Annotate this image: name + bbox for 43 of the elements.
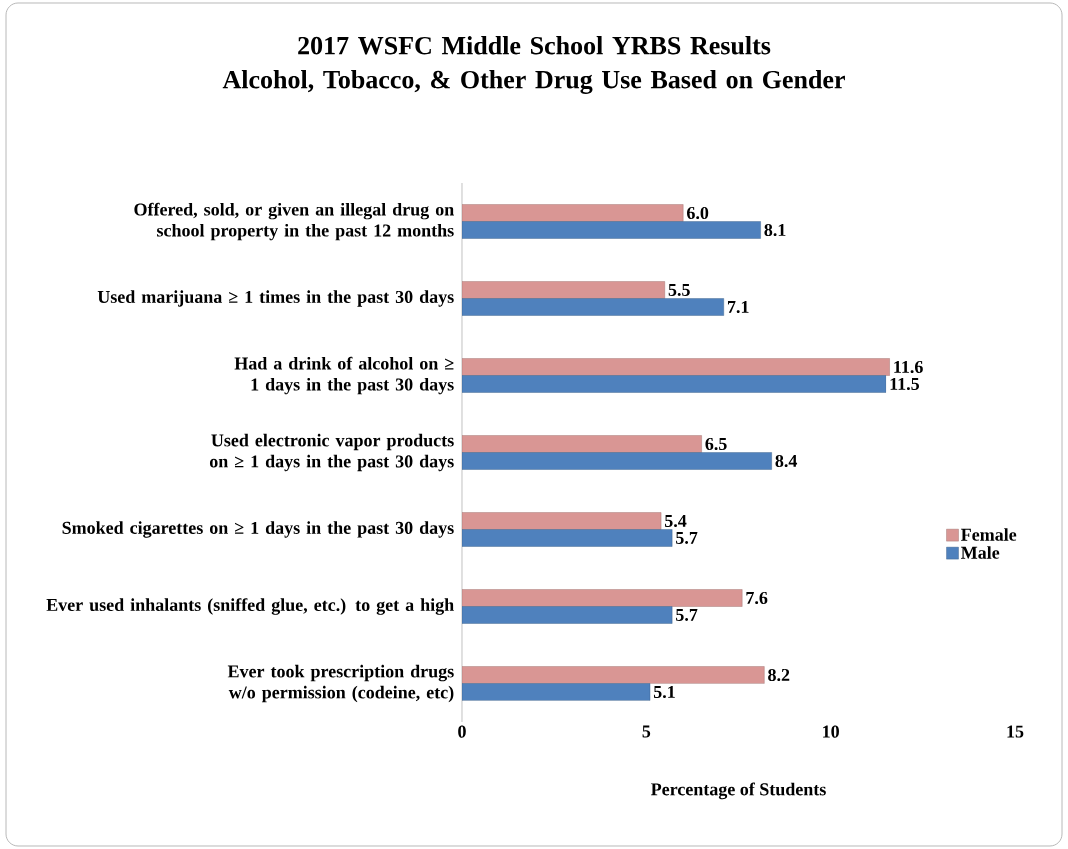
y-tick-label: Smoked cigarettes on ≥ 1 days in the past 30 days: [62, 521, 454, 538]
y-tick-label: Ever used inhalants (sniffed glue, etc.) to get a high: [46, 598, 454, 615]
bar: [462, 512, 662, 530]
data-label: 6.0: [687, 206, 709, 220]
bar: [462, 435, 702, 453]
data-label: 8.1: [764, 223, 786, 237]
data-label: 5.7: [676, 608, 698, 622]
data-label: 5.1: [653, 685, 675, 699]
bar: [462, 358, 890, 376]
x-tick-label: 15: [1007, 725, 1024, 738]
chart-title: 2017 WSFC Middle School YRBS Results Alcohol, Tobacco, & Other Drug Use Based on Gender: [222, 36, 845, 94]
bar: [462, 281, 665, 299]
x-tick-label: 10: [823, 725, 839, 738]
x-tick-label: 0: [458, 725, 466, 738]
bar: [462, 452, 772, 470]
data-label: 11.5: [890, 377, 920, 391]
legend-label: Female: [961, 528, 1017, 541]
data-label: 5.7: [676, 531, 698, 545]
legend-label: Male: [961, 546, 1000, 559]
bar: [462, 204, 684, 222]
data-label: 11.6: [894, 360, 923, 374]
x-tick-label: 5: [642, 725, 651, 738]
data-label: 7.6: [746, 591, 768, 605]
data-label: 7.1: [727, 300, 749, 314]
bar: [462, 221, 761, 239]
bar: [462, 589, 743, 607]
y-tick-label: Had a drink of alcohol on ≥ 1 days in the past 30 days: [234, 356, 454, 395]
data-label: 6.5: [705, 437, 727, 451]
y-tick-label: Offered, sold, or given an illegal drug on school property in the past 12 months: [134, 202, 454, 241]
bar: [462, 683, 651, 701]
data-label: 8.2: [768, 668, 790, 682]
bar: [462, 606, 673, 624]
data-label: 5.5: [668, 283, 690, 297]
data-label: 8.4: [775, 454, 798, 468]
bar: [462, 529, 673, 547]
bar: [462, 298, 724, 316]
data-label: 5.4: [665, 514, 687, 528]
x-axis-title: Percentage of Students: [651, 782, 826, 800]
y-tick-label: Ever took prescription drugs w/o permission (codeine, etc): [227, 664, 454, 703]
y-tick-label: Used electronic vapor products on ≥ 1 days in the past 30 days: [209, 433, 454, 472]
bar: [462, 375, 887, 393]
y-tick-label: Used marijuana ≥ 1 times in the past 30 days: [97, 290, 454, 307]
bar: [462, 666, 765, 684]
